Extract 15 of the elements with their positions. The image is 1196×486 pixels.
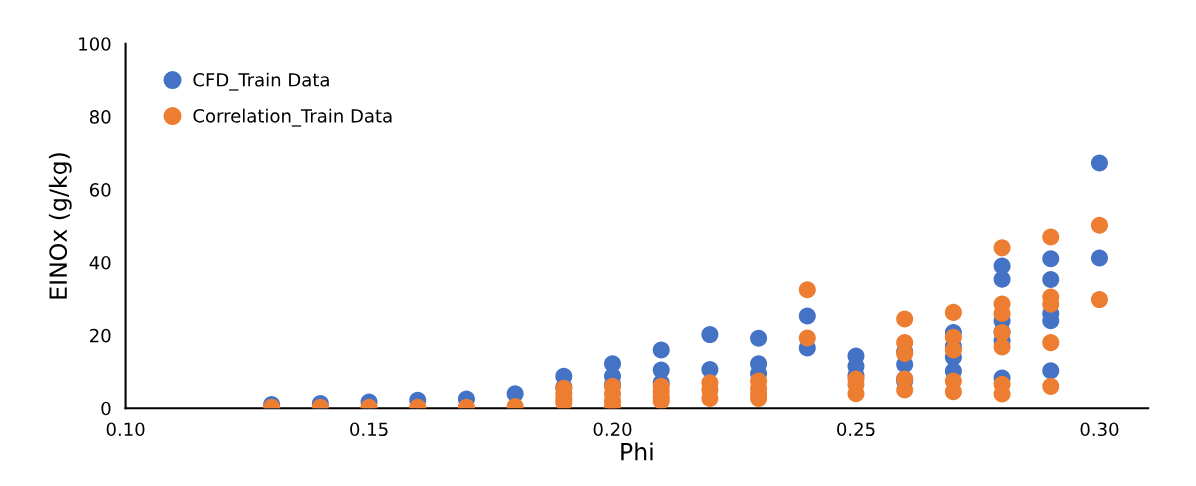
y-tick-label: 40 bbox=[89, 255, 111, 270]
x-tick-label: 0.10 bbox=[106, 422, 145, 437]
y-axis-title: EINOx (g/kg) bbox=[48, 153, 72, 299]
y-tick-label: 60 bbox=[89, 183, 111, 197]
legend-label: CFD_Train Data bbox=[193, 72, 329, 91]
y-tick-label: 0 bbox=[101, 401, 111, 416]
x-axis-title: Phi bbox=[621, 442, 653, 461]
legend-label: Correlation_Train Data bbox=[193, 108, 392, 127]
x-tick-label: 0.25 bbox=[837, 422, 875, 437]
y-tick-label: 20 bbox=[90, 328, 111, 343]
x-tick-label: 0.30 bbox=[1080, 422, 1119, 437]
y-tick-label: 100 bbox=[79, 37, 111, 51]
y-tick-label: 80 bbox=[89, 110, 111, 124]
x-tick-label: 0.20 bbox=[593, 422, 632, 437]
x-tick-label: 0.15 bbox=[350, 422, 388, 437]
